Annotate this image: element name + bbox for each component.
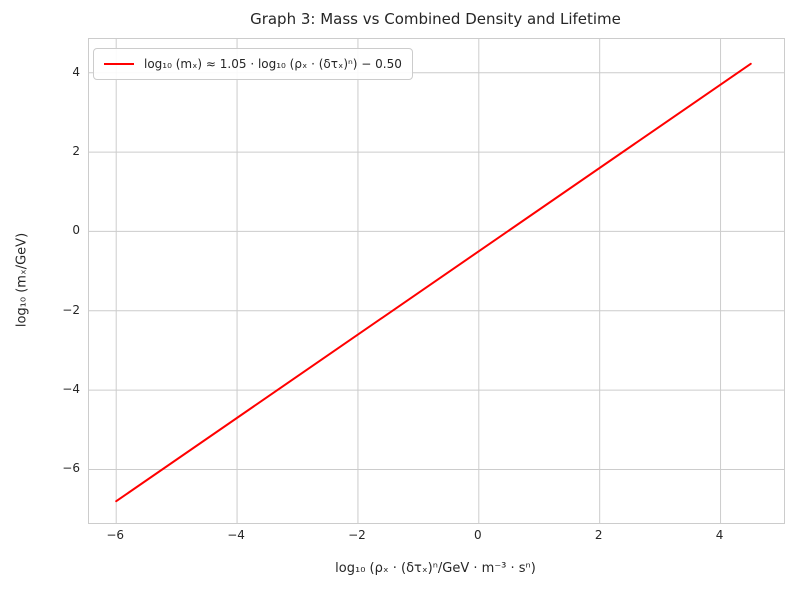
x-axis-label: log₁₀ (ρₓ · (δτₓ)ⁿ/GeV · m⁻³ · sⁿ) [335, 561, 536, 576]
legend-line-sample-icon [104, 63, 134, 65]
legend: log₁₀ (mₓ) ≈ 1.05 · log₁₀ (ρₓ · (δτₓ)ⁿ) … [93, 48, 413, 80]
y-axis-label: log₁₀ (mₓ/GeV) [14, 232, 30, 328]
x-tick-label: 4 [715, 528, 724, 542]
x-tick-label: −6 [106, 528, 125, 542]
y-tick-label: 0 [72, 223, 80, 238]
y-tick-label: 2 [72, 144, 80, 159]
x-tick-label: 0 [473, 528, 482, 542]
y-tick-label: −6 [62, 461, 80, 476]
chart-title: Graph 3: Mass vs Combined Density and Li… [250, 10, 621, 28]
x-tick-label: −2 [348, 528, 366, 542]
y-tick-label: −4 [62, 382, 80, 397]
x-tick-label: 2 [594, 528, 603, 542]
plot-area: log₁₀ (mₓ) ≈ 1.05 · log₁₀ (ρₓ · (δτₓ)ⁿ) … [88, 38, 785, 524]
series-linear-fit [115, 62, 752, 503]
x-tick-label: −4 [227, 528, 245, 542]
y-tick-label: 4 [72, 64, 80, 79]
legend-label: log₁₀ (mₓ) ≈ 1.05 · log₁₀ (ρₓ · (δτₓ)ⁿ) … [144, 57, 402, 71]
y-tick-label: −2 [62, 302, 80, 317]
plot-canvas [89, 39, 784, 523]
